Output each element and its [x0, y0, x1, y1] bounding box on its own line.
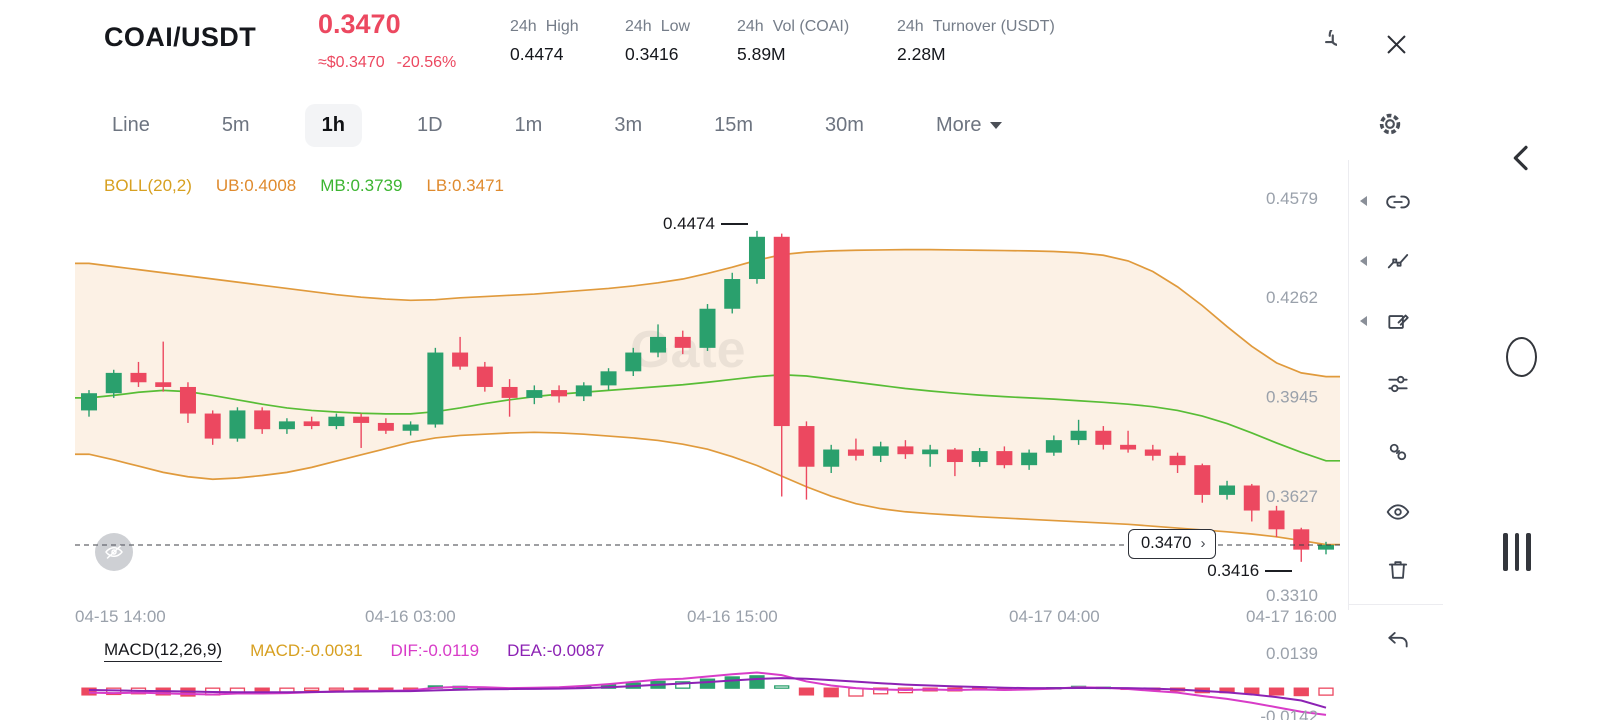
svg-text:0.3310: 0.3310: [1266, 586, 1318, 605]
macd-value: MACD:-0.0031: [250, 641, 363, 660]
dea-value: DEA:-0.0087: [507, 641, 605, 660]
tab-30m[interactable]: 30m: [825, 113, 864, 136]
boll-indicator-row: BOLL(20,2) UB:0.4008 MB:0.3739 LB:0.3471: [104, 176, 504, 196]
sliders-icon[interactable]: [1384, 370, 1412, 398]
x-axis: 04-15 14:00 04-16 03:00 04-16 15:00 04-1…: [75, 607, 1340, 631]
oval-tool-icon[interactable]: [1506, 337, 1537, 377]
compare-icon[interactable]: [1384, 438, 1412, 466]
tab-15m[interactable]: 15m: [714, 113, 754, 136]
stat-24h-vol: 24h Vol (COAI) 5.89M: [737, 18, 850, 64]
tab-1m[interactable]: 1m: [514, 113, 543, 136]
tab-1d[interactable]: 1D: [416, 113, 443, 136]
tab-5m[interactable]: 5m: [221, 113, 250, 136]
panel-chevron-left-icon[interactable]: [1506, 142, 1538, 179]
stat-24h-high-value: 0.4474: [510, 44, 564, 64]
collapse-arrow-icon[interactable]: [1360, 196, 1367, 206]
pair-title: COAI/USDT: [104, 22, 257, 52]
x-tick: 04-17 16:00: [1246, 607, 1337, 626]
stat-24h-low-value: 0.3416: [625, 44, 679, 64]
trash-icon[interactable]: [1384, 556, 1412, 584]
macd-chart[interactable]: [75, 657, 1340, 720]
svg-text:0.4262: 0.4262: [1266, 288, 1318, 307]
dif-value: DIF:-0.0119: [390, 641, 480, 660]
chevron-down-icon: [989, 121, 1002, 129]
stat-24h-turnover: 24h Turnover (USDT) 2.28M: [897, 18, 1055, 64]
stat-24h-low: 24h Low 0.3416: [625, 18, 691, 64]
draw-rectangle-icon[interactable]: [1384, 308, 1412, 336]
refresh-icon[interactable]: [1308, 24, 1351, 64]
collapse-arrow-icon[interactable]: [1360, 256, 1367, 266]
stat-24h-turnover-value: 2.28M: [897, 44, 946, 64]
price-subline: ≈$0.3470 -20.56%: [318, 54, 456, 72]
tab-more[interactable]: More: [936, 114, 1002, 137]
visibility-eye-icon[interactable]: [1384, 498, 1412, 526]
last-price: 0.3470: [318, 9, 401, 39]
collapse-arrow-icon[interactable]: [1360, 316, 1367, 326]
boll-title[interactable]: BOLL(20,2): [104, 176, 192, 195]
chart-settings-gear-icon[interactable]: [1376, 110, 1404, 143]
svg-text:0.3627: 0.3627: [1266, 487, 1318, 506]
tab-1h[interactable]: 1h: [304, 103, 362, 147]
x-tick: 04-16 03:00: [365, 607, 456, 626]
divider-horizontal: [1349, 604, 1443, 605]
timeframe-tabs: Line 5m 1h 1D 1m 3m 15m 30m More: [0, 100, 1472, 150]
macd-title[interactable]: MACD(12,26,9): [104, 640, 223, 662]
high-price-annotation: 0.4474: [663, 214, 748, 234]
price-change-24h: -20.56%: [396, 54, 457, 71]
grip-bars-icon[interactable]: [1503, 533, 1531, 571]
boll-ub-value: UB:0.4008: [215, 176, 297, 195]
svg-text:0.4579: 0.4579: [1266, 189, 1318, 208]
tab-3m[interactable]: 3m: [614, 113, 643, 136]
price-usd-approx: ≈$0.3470: [318, 54, 385, 71]
boll-lb-value: LB:0.3471: [426, 176, 504, 195]
stat-24h-high: 24h High 0.4474: [510, 18, 579, 64]
x-tick: 04-16 15:00: [687, 607, 778, 626]
chevron-right-icon: ›: [1200, 534, 1206, 552]
macd-indicator-row: MACD(12,26,9) MACD:-0.0031 DIF:-0.0119 D…: [104, 640, 604, 662]
x-tick: 04-17 04:00: [1009, 607, 1100, 626]
macd-axis-top: 0.0139: [1266, 644, 1318, 663]
undo-icon[interactable]: [1384, 626, 1412, 654]
close-icon[interactable]: [1383, 31, 1410, 63]
svg-text:0.3945: 0.3945: [1266, 387, 1318, 406]
stat-24h-vol-value: 5.89M: [737, 44, 786, 64]
candlestick-chart[interactable]: 0.4579 0.4262 0.3945 0.3627 0.3310: [75, 165, 1340, 610]
watermark: Gate: [630, 320, 746, 380]
last-price-tag[interactable]: 0.3470 ›: [1128, 528, 1217, 559]
indicator-line-icon[interactable]: [1384, 248, 1412, 276]
chart-area[interactable]: Gate 0.4579 0.4262 0.3945 0.3627 0.3310 0.34…: [75, 165, 1340, 610]
x-tick: 04-15 14:00: [75, 607, 166, 626]
tab-line[interactable]: Line: [112, 113, 150, 136]
macd-axis-bottom: -0.0142: [1260, 707, 1318, 720]
boll-mb-value: MB:0.3739: [320, 176, 403, 195]
link-icon[interactable]: [1384, 188, 1412, 216]
hide-price-line-button[interactable]: [95, 533, 133, 571]
divider-vertical: [1348, 160, 1349, 610]
low-price-annotation: 0.3416: [1207, 561, 1293, 581]
eye-off-icon: [105, 545, 123, 559]
